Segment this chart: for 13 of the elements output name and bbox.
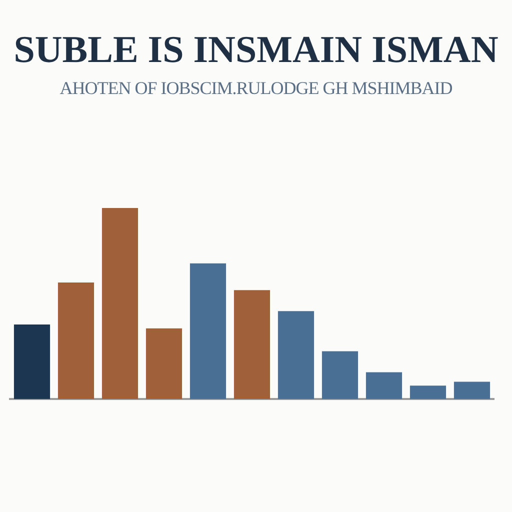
bar bbox=[190, 263, 226, 399]
bar bbox=[234, 290, 270, 399]
bar bbox=[410, 386, 446, 399]
bar bbox=[366, 372, 402, 399]
bar bbox=[322, 351, 358, 399]
bar bbox=[454, 382, 490, 399]
chart-subtitle: AHOTEN OF IOBSCIM.RULODGE GH MSHIMBAID bbox=[58, 78, 454, 99]
bar bbox=[146, 328, 182, 399]
bar bbox=[58, 282, 94, 399]
chart-title: SUBLE IS INSMAIN ISMAN bbox=[12, 28, 500, 72]
bar bbox=[14, 324, 50, 399]
bar bbox=[102, 208, 138, 399]
bar bbox=[278, 311, 314, 399]
